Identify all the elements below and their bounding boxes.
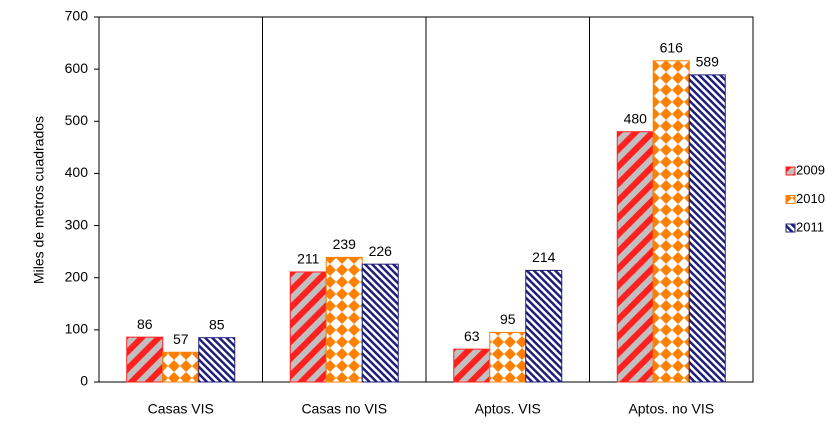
x-tick-label: Casas no VIS <box>301 401 387 417</box>
bar <box>616 131 654 383</box>
y-tick-label: 700 <box>65 8 89 24</box>
bar <box>525 269 563 383</box>
y-axis-label: Miles de metros cuadrados <box>31 116 47 284</box>
bar <box>162 351 200 383</box>
legend-swatch <box>785 195 796 204</box>
x-tick-label: Aptos. no VIS <box>628 401 714 417</box>
bar <box>289 271 327 383</box>
data-label: 214 <box>532 249 556 265</box>
y-tick-label: 400 <box>65 164 89 180</box>
data-label: 57 <box>173 331 189 347</box>
bar <box>453 348 491 383</box>
legend-swatch <box>785 166 796 176</box>
bar <box>198 337 236 383</box>
x-tick-label: Aptos. VIS <box>475 401 541 417</box>
y-tick-label: 500 <box>65 112 89 128</box>
bar <box>126 336 164 383</box>
y-tick-label: 0 <box>80 373 88 389</box>
bar <box>688 74 726 383</box>
data-label: 226 <box>369 243 393 259</box>
data-label: 616 <box>660 40 684 56</box>
legend-label: 2009 <box>796 162 825 177</box>
data-label: 95 <box>500 311 516 327</box>
y-tick-label: 600 <box>65 60 89 76</box>
legend-label: 2011 <box>796 219 824 234</box>
bar <box>652 60 690 383</box>
legend-swatch <box>785 223 796 233</box>
data-label: 63 <box>464 328 480 344</box>
bar <box>361 263 399 383</box>
data-label: 85 <box>209 316 225 332</box>
y-tick-label: 200 <box>65 268 89 284</box>
bar <box>325 256 363 383</box>
legend-label: 2010 <box>796 191 825 206</box>
data-label: 239 <box>333 236 357 252</box>
data-label: 589 <box>696 54 720 70</box>
y-tick-label: 100 <box>65 321 89 337</box>
bar <box>489 331 527 383</box>
data-label: 86 <box>137 316 153 332</box>
data-label: 480 <box>624 110 648 126</box>
y-tick-label: 300 <box>65 216 89 232</box>
x-tick-label: Casas VIS <box>148 401 214 417</box>
data-label: 211 <box>297 251 320 267</box>
